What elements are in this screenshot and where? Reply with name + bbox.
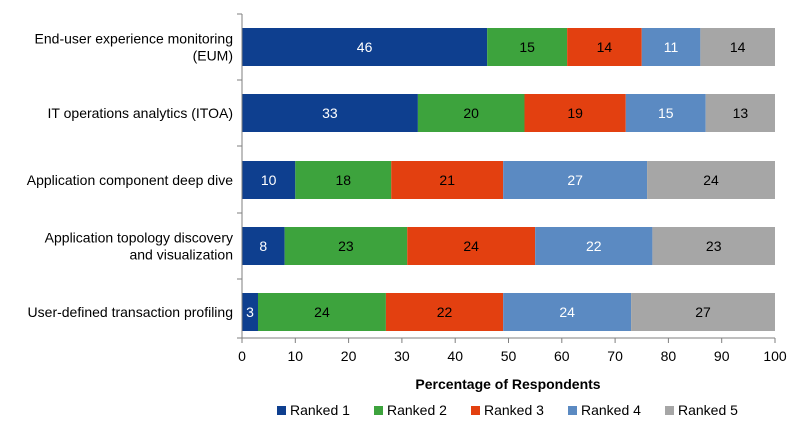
bar-4-ranked-4 (535, 227, 653, 265)
data-label: 19 (567, 105, 583, 121)
bar-5-ranked-1 (242, 293, 258, 331)
bar-2-ranked-2 (417, 94, 525, 132)
data-label: 24 (314, 304, 330, 320)
x-axis: 0 10 20 30 40 50 60 70 80 90 100 (237, 13, 787, 364)
bar-1-ranked-2 (487, 28, 568, 66)
bar-1-ranked-4 (641, 28, 701, 66)
data-label: 20 (463, 105, 479, 121)
category-label: (EUM) (193, 48, 233, 64)
bar-3-ranked-4 (503, 161, 648, 199)
data-label: 27 (567, 172, 583, 188)
x-tick-label: 50 (501, 348, 517, 364)
category-label: User-defined transaction profiling (28, 304, 233, 320)
bar-1-ranked-3 (567, 28, 642, 66)
legend-swatch-ranked-5 (665, 406, 674, 415)
x-tick-label: 70 (607, 348, 623, 364)
category-label: Application topology discovery (45, 230, 233, 246)
bar-2-ranked-5 (705, 94, 775, 132)
data-label: 15 (519, 39, 535, 55)
bar-2-ranked-4 (625, 94, 706, 132)
bar-4-ranked-3 (407, 227, 536, 265)
x-tick-label: 40 (447, 348, 463, 364)
category-labels: End-user experience monitoring(EUM) IT op… (27, 31, 233, 321)
legend-swatch-ranked-4 (568, 406, 577, 415)
data-label: 24 (463, 238, 479, 254)
bar-5-ranked-3 (385, 293, 504, 331)
legend: Ranked 1 Ranked 2 Ranked 3 Ranked 4 Ranked 5 (277, 402, 738, 418)
x-tick-label: 30 (394, 348, 410, 364)
bar-5-ranked-2 (257, 293, 386, 331)
x-axis-title: Percentage of Respondents (415, 376, 600, 392)
bar-2-ranked-1 (242, 94, 418, 132)
legend-label-ranked-3: Ranked 3 (484, 402, 544, 418)
data-label: 23 (338, 238, 354, 254)
bar-4-ranked-5 (652, 227, 775, 265)
legend-swatch-ranked-3 (471, 406, 480, 415)
data-label: 22 (586, 238, 602, 254)
bar-3-ranked-3 (391, 161, 504, 199)
data-label: 14 (597, 39, 613, 55)
data-label: 13 (733, 105, 749, 121)
legend-swatch-ranked-2 (374, 406, 383, 415)
category-label: IT operations analytics (ITOA) (48, 105, 233, 121)
x-tick-label: 80 (661, 348, 677, 364)
bar-3-ranked-2 (295, 161, 392, 199)
data-label: 22 (437, 304, 453, 320)
data-label: 33 (322, 105, 338, 121)
bar-5-ranked-4 (503, 293, 632, 331)
x-tick-label: 100 (763, 348, 787, 364)
bar-5-ranked-5 (631, 293, 775, 331)
data-label: 10 (261, 172, 277, 188)
x-tick-label: 20 (341, 348, 357, 364)
category-label: End-user experience monitoring (35, 31, 233, 47)
bar-2-ranked-3 (524, 94, 626, 132)
bar-4-ranked-1 (242, 227, 285, 265)
bar-1-ranked-5 (700, 28, 775, 66)
data-label: 15 (658, 105, 674, 121)
legend-swatch-ranked-1 (277, 406, 286, 415)
data-label: 11 (664, 39, 679, 55)
x-tick-label: 60 (554, 348, 570, 364)
x-tick-label: 10 (288, 348, 304, 364)
legend-label-ranked-5: Ranked 5 (678, 402, 738, 418)
data-label: 3 (246, 304, 254, 320)
data-label: 24 (703, 172, 719, 188)
category-label: and visualization (129, 247, 233, 263)
bar-4-ranked-2 (284, 227, 408, 265)
data-label: 27 (695, 304, 711, 320)
x-tick-label: 0 (238, 348, 246, 364)
x-tick-label: 90 (714, 348, 730, 364)
legend-label-ranked-2: Ranked 2 (387, 402, 447, 418)
category-label: Application component deep dive (27, 172, 233, 188)
data-label: 21 (439, 172, 455, 188)
legend-label-ranked-1: Ranked 1 (290, 402, 350, 418)
data-label: 23 (706, 238, 722, 254)
bar-1-ranked-1 (242, 28, 488, 66)
data-label: 14 (730, 39, 746, 55)
bar-3-ranked-5 (647, 161, 775, 199)
data-label: 8 (259, 238, 267, 254)
legend-label-ranked-4: Ranked 4 (581, 402, 641, 418)
bars-group: 46 15 14 11 14 33 20 19 15 13 10 18 21 27 24 8 23 24 22 23 3… (242, 28, 775, 331)
data-label: 18 (335, 172, 351, 188)
data-label: 46 (357, 39, 373, 55)
data-label: 24 (559, 304, 575, 320)
bar-3-ranked-1 (242, 161, 296, 199)
